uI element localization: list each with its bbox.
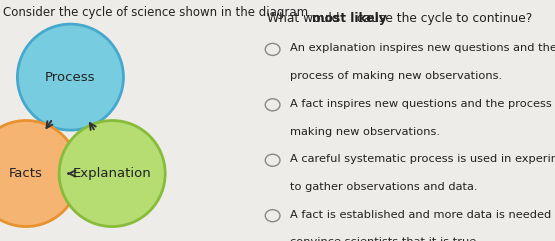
Ellipse shape (59, 120, 165, 227)
Text: Process: Process (45, 71, 95, 84)
Text: making new observations.: making new observations. (290, 127, 440, 136)
Text: Facts: Facts (9, 167, 43, 180)
Text: cause the cycle to continue?: cause the cycle to continue? (352, 12, 532, 25)
Text: process of making new observations.: process of making new observations. (290, 71, 502, 81)
Text: An explanation inspires new questions and the: An explanation inspires new questions an… (290, 43, 555, 53)
Text: A fact is established and more data is needed to: A fact is established and more data is n… (290, 210, 555, 220)
Text: What would: What would (267, 12, 343, 25)
Text: most likely: most likely (312, 12, 387, 25)
Text: Consider the cycle of science shown in the diagram.: Consider the cycle of science shown in t… (3, 6, 311, 19)
Text: A fact inspires new questions and the process of: A fact inspires new questions and the pr… (290, 99, 555, 109)
Text: A careful systematic process is used in experiments: A careful systematic process is used in … (290, 154, 555, 164)
Ellipse shape (0, 120, 79, 227)
Ellipse shape (17, 24, 123, 130)
Text: Explanation: Explanation (73, 167, 152, 180)
Text: convince scientists that it is true.: convince scientists that it is true. (290, 237, 480, 241)
Text: to gather observations and data.: to gather observations and data. (290, 182, 478, 192)
